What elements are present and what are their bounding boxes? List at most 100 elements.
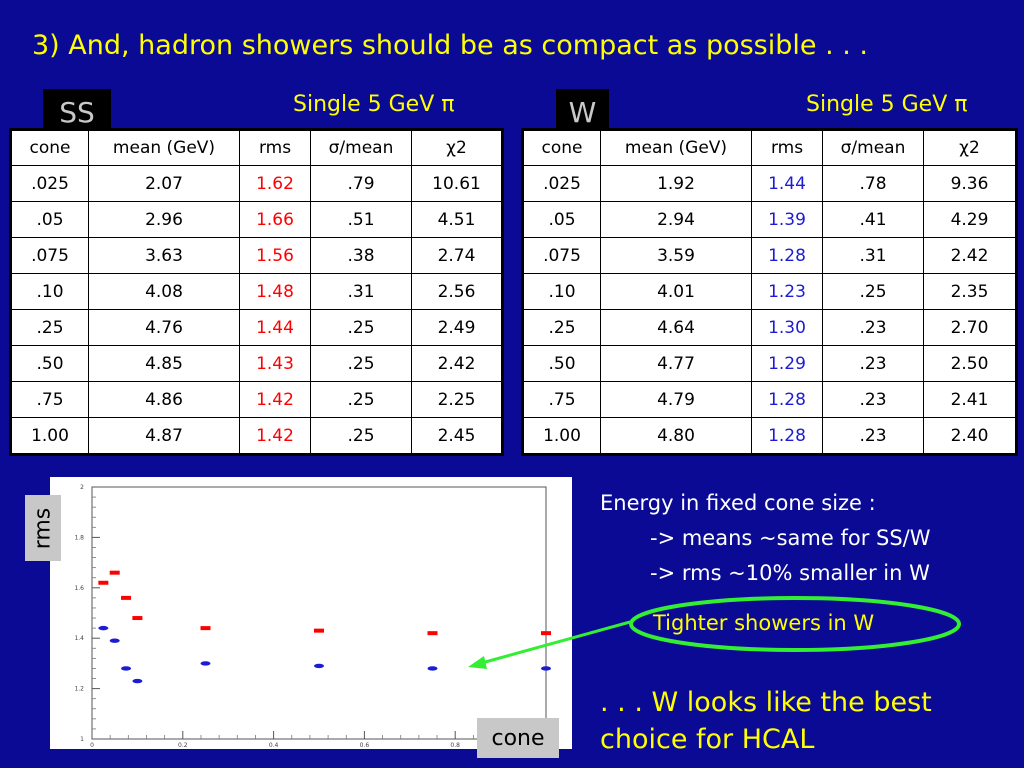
cell-sigma-mean: .31: [310, 273, 412, 310]
cell-rms: 1.44: [239, 309, 311, 346]
ss-table: cone mean (GeV) rms σ/mean χ2 .025 2.07 1.…: [9, 128, 504, 456]
cell-sigma-mean: .25: [310, 381, 412, 418]
cell-rms: 1.66: [239, 201, 311, 238]
cell-chi2: 2.74: [411, 237, 503, 274]
x-axis-label: cone: [477, 718, 559, 758]
cell-chi2: 2.42: [411, 345, 503, 382]
ss-tag: SS: [43, 89, 111, 135]
cell-rms: 1.28: [751, 417, 823, 455]
cell-sigma-mean: .25: [310, 309, 412, 346]
w-table: cone mean (GeV) rms σ/mean χ2 .025 1.92 1.…: [521, 128, 1018, 456]
cell-mean: 2.96: [88, 201, 240, 238]
cell-mean: 4.86: [88, 381, 240, 418]
table-row: .05 2.96 1.66.51 4.51: [10, 201, 503, 238]
y-tick-label: 1.6: [74, 585, 84, 592]
cell-mean: 4.64: [600, 309, 752, 346]
cell-mean: 4.01: [600, 273, 752, 310]
w-table-header-row: cone mean (GeV) rms σ/mean χ2: [522, 129, 1017, 166]
cell-rms: 1.56: [239, 237, 311, 274]
cell-mean: 4.77: [600, 345, 752, 382]
cell-chi2: 4.29: [923, 201, 1017, 238]
data-point-ss: [98, 580, 109, 585]
x-tick-label: 0.2: [178, 742, 188, 749]
cell-mean: 4.79: [600, 381, 752, 418]
cell-rms: 1.43: [239, 345, 311, 382]
table-row: .25 4.76 1.44.25 2.49: [10, 309, 503, 346]
cell-sigma-mean: .23: [822, 309, 924, 346]
data-point-ss: [109, 570, 120, 575]
cell-rms: 1.39: [751, 201, 823, 238]
w-tag: W: [556, 89, 609, 135]
cell-sigma-mean: .23: [822, 381, 924, 418]
cell-mean: 2.94: [600, 201, 752, 238]
cell-rms: 1.29: [751, 345, 823, 382]
cell-cone: .025: [522, 165, 601, 202]
table-row: .075 3.59 1.28.31 2.42: [522, 237, 1017, 274]
cell-sigma-mean: .25: [310, 345, 412, 382]
table-row: .25 4.64 1.30.23 2.70: [522, 309, 1017, 346]
cell-mean: 3.59: [600, 237, 752, 274]
cell-cone: .50: [522, 345, 601, 382]
cell-chi2: 2.25: [411, 381, 503, 418]
cell-sigma-mean: .25: [822, 273, 924, 310]
note-line-1: Energy in fixed cone size :: [600, 491, 876, 515]
col-header-mean: mean (GeV): [88, 129, 240, 166]
cell-cone: .05: [10, 201, 89, 238]
y-tick-label: 1.2: [74, 686, 84, 693]
cell-chi2: 2.70: [923, 309, 1017, 346]
col-header-rms: rms: [751, 129, 823, 166]
cell-rms: 1.30: [751, 309, 823, 346]
cell-cone: .05: [522, 201, 601, 238]
col-header-sigma-mean: σ/mean: [822, 129, 924, 166]
plot-frame: [91, 486, 547, 740]
notes: Energy in fixed cone size : -> means ~sa…: [600, 486, 931, 591]
data-point-w: [121, 666, 132, 671]
cell-mean: 4.08: [88, 273, 240, 310]
ss-table-header-row: cone mean (GeV) rms σ/mean χ2: [10, 129, 503, 166]
table-row: .75 4.86 1.42.25 2.25: [10, 381, 503, 418]
cell-sigma-mean: .79: [310, 165, 412, 202]
cell-mean: 4.87: [88, 417, 240, 455]
y-tick-label: 1.8: [74, 534, 84, 541]
col-header-cone: cone: [522, 129, 601, 166]
table-row: 1.00 4.80 1.28.23 2.40: [522, 417, 1017, 455]
cell-cone: .50: [10, 345, 89, 382]
data-point-w: [109, 638, 120, 643]
x-tick-label: 0.4: [269, 742, 279, 749]
cell-rms: 1.23: [751, 273, 823, 310]
conclusion-text: . . . W looks like the best choice for H…: [600, 687, 932, 755]
cell-cone: .075: [522, 237, 601, 274]
cell-sigma-mean: .31: [822, 237, 924, 274]
cell-mean: 1.92: [600, 165, 752, 202]
data-point-ss: [200, 626, 211, 631]
cell-chi2: 2.56: [411, 273, 503, 310]
x-tick-label: 0.6: [360, 742, 370, 749]
cell-sigma-mean: .51: [310, 201, 412, 238]
table-row: .025 1.92 1.44.78 9.36: [522, 165, 1017, 202]
cell-chi2: 4.51: [411, 201, 503, 238]
cell-rms: 1.44: [751, 165, 823, 202]
cell-cone: .075: [10, 237, 89, 274]
cell-rms: 1.48: [239, 273, 311, 310]
y-axis-label-text: rms: [30, 507, 56, 549]
cell-chi2: 2.50: [923, 345, 1017, 382]
cell-chi2: 9.36: [923, 165, 1017, 202]
cell-cone: .75: [10, 381, 89, 418]
note-line-2: -> means ~same for SS/W: [650, 526, 931, 550]
cell-mean: 4.76: [88, 309, 240, 346]
highlight-text: Tighter showers in W: [653, 611, 875, 635]
cell-rms: 1.62: [239, 165, 311, 202]
table-row: .50 4.77 1.29.23 2.50: [522, 345, 1017, 382]
x-axis-label-text: cone: [491, 725, 545, 751]
cell-mean: 4.85: [88, 345, 240, 382]
data-point-ss: [121, 595, 132, 600]
x-tick-label: 0: [90, 742, 94, 749]
ss-subtitle: Single 5 GeV π: [293, 92, 455, 117]
table-row: .10 4.01 1.23.25 2.35: [522, 273, 1017, 310]
cell-cone: 1.00: [10, 417, 89, 455]
cell-sigma-mean: .78: [822, 165, 924, 202]
data-point-ss: [314, 628, 324, 633]
table-row: .10 4.08 1.48.31 2.56: [10, 273, 503, 310]
